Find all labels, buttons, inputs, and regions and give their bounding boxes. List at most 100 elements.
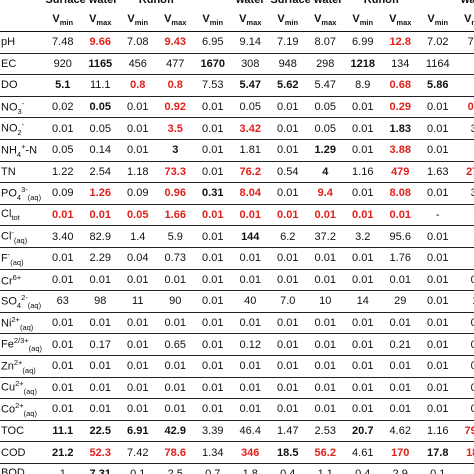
value-cell: 0.01 (344, 96, 382, 119)
value-cell: 0.01 (306, 269, 344, 292)
table-row: NH4+-N 0.05 0.14 0.01 3 0.01 1.81 0.01 1.29 0.01 3… (0, 139, 474, 162)
column-header-subscript: max (96, 18, 112, 28)
value-cell: 456 (119, 53, 157, 76)
parameter-label: Ni2+(aq) (0, 312, 44, 335)
value-cell: 1.4 (119, 225, 157, 248)
group-header (194, 0, 232, 10)
parameter-name: TOC (1, 424, 25, 437)
value-cell: 0.1 (419, 463, 457, 474)
value-cell: 298 (306, 53, 344, 76)
parameter-name: EC (1, 57, 17, 70)
value-cell: 0.2 (456, 96, 474, 119)
value-cell: 3.88 (381, 139, 419, 162)
table-row: Cl-(aq) 3.40 82.9 1.4 5.9 0.01 144 6.2 37.2 3.2 95… (0, 225, 474, 248)
parameter-label: Co2+(aq) (0, 398, 44, 421)
parameter-name: TN (1, 165, 16, 178)
value-cell: 0.01 (231, 355, 269, 378)
value-cell: 8.04 (231, 182, 269, 205)
parameter-name: Cl (1, 207, 12, 220)
value-cell: 0.09 (44, 182, 82, 205)
parameter-label-part: - (21, 120, 25, 130)
parameter-label-part: (aq) (19, 322, 34, 332)
value-cell: 0. (456, 355, 474, 378)
value-cell: 0.01 (419, 117, 457, 140)
value-cell: 9.43 (156, 31, 194, 54)
value-cell: 1218 (344, 53, 382, 76)
value-cell: 0.01 (269, 204, 307, 227)
value-cell: 0.01 (44, 355, 82, 378)
value-cell: 0.01 (419, 377, 457, 400)
value-cell: 5.9 (156, 225, 194, 248)
value-cell: 5.47 (306, 74, 344, 97)
value-cell: 0.01 (119, 117, 157, 140)
parameter-label: NH4+-N (0, 139, 44, 162)
column-header: Vmax (231, 10, 269, 32)
value-cell: 134 (381, 53, 419, 76)
table-row: NO2- 0.01 0.05 0.01 3.5 0.01 3.42 0.01 0.05 0.01 1… (0, 117, 474, 140)
value-cell: 0.01 (269, 398, 307, 421)
value-cell: 0.4 (269, 463, 307, 474)
column-header-symbol: V (464, 13, 472, 26)
parameter-name: NO (1, 122, 18, 135)
value-cell: 0.01 (81, 312, 119, 335)
parameter-label: SO42-(aq) (0, 290, 44, 313)
value-cell: 0.01 (194, 247, 232, 270)
column-header-symbol: V (164, 13, 172, 26)
value-cell: 479 (381, 161, 419, 184)
parameter-name: Cl (1, 230, 12, 243)
group-header (419, 0, 457, 10)
parameter-name: PO (1, 187, 17, 200)
value-cell: 0.12 (231, 333, 269, 356)
value-cell: 7.31 (81, 463, 119, 474)
value-cell: 9.66 (81, 31, 119, 54)
column-header-symbol: V (389, 13, 397, 26)
value-cell: 0.01 (306, 333, 344, 356)
value-cell: 0.05 (119, 204, 157, 227)
value-cell (456, 463, 474, 474)
value-cell: 1.1 (306, 463, 344, 474)
value-cell: 7.48 (44, 31, 82, 54)
parameter-name: Fe (1, 338, 14, 351)
value-cell: 0.01 (194, 290, 232, 313)
value-cell: 1.22 (44, 161, 82, 184)
value-cell: 346 (231, 441, 269, 464)
value-cell: 5.62 (269, 74, 307, 97)
value-cell: 22.5 (81, 420, 119, 443)
parameter-label-part: tot (11, 213, 20, 223)
value-cell: 4.62 (381, 420, 419, 443)
value-cell: 0.01 (419, 96, 457, 119)
parameter-label-part: (aq) (27, 300, 42, 310)
parameter-label: F-(aq) (0, 247, 44, 270)
value-cell: 0.01 (194, 117, 232, 140)
value-cell: 0.01 (156, 269, 194, 292)
value-cell: 0.01 (419, 182, 457, 205)
table-row: Fe2/3+(aq) 0.01 0.17 0.01 0.65 0.01 0.12 0.01 0.… (0, 333, 474, 356)
value-cell: 6.99 (344, 31, 382, 54)
value-cell: 0.01 (419, 225, 457, 248)
value-cell: 1.34 (194, 441, 232, 464)
value-cell: 0.01 (119, 96, 157, 119)
value-cell: 0.01 (194, 204, 232, 227)
value-cell: 0.54 (269, 161, 307, 184)
value-cell: 1670 (194, 53, 232, 76)
table-row: Zn2+(aq) 0.01 0.01 0.01 0.01 0.01 0.01 0.01 0.01… (0, 355, 474, 378)
value-cell: 0.01 (119, 312, 157, 335)
value-cell: 308 (231, 53, 269, 76)
column-header-symbol: V (277, 13, 285, 26)
value-cell: 1.47 (269, 420, 307, 443)
header-corner (0, 0, 44, 10)
parameter-label-part: 3 (17, 106, 22, 116)
value-cell: 0.01 (44, 398, 82, 421)
header-corner-lower (0, 10, 44, 32)
parameter-name: Co (1, 403, 16, 416)
parameter-label-part: -N (25, 144, 38, 157)
column-header-subscript: min (284, 18, 299, 28)
value-cell: 0.01 (231, 204, 269, 227)
value-cell (456, 139, 474, 162)
value-cell: 14 (344, 290, 382, 313)
value-cell: 7.0 (269, 290, 307, 313)
value-cell: 0.92 (156, 96, 194, 119)
column-header-symbol: V (89, 13, 97, 26)
